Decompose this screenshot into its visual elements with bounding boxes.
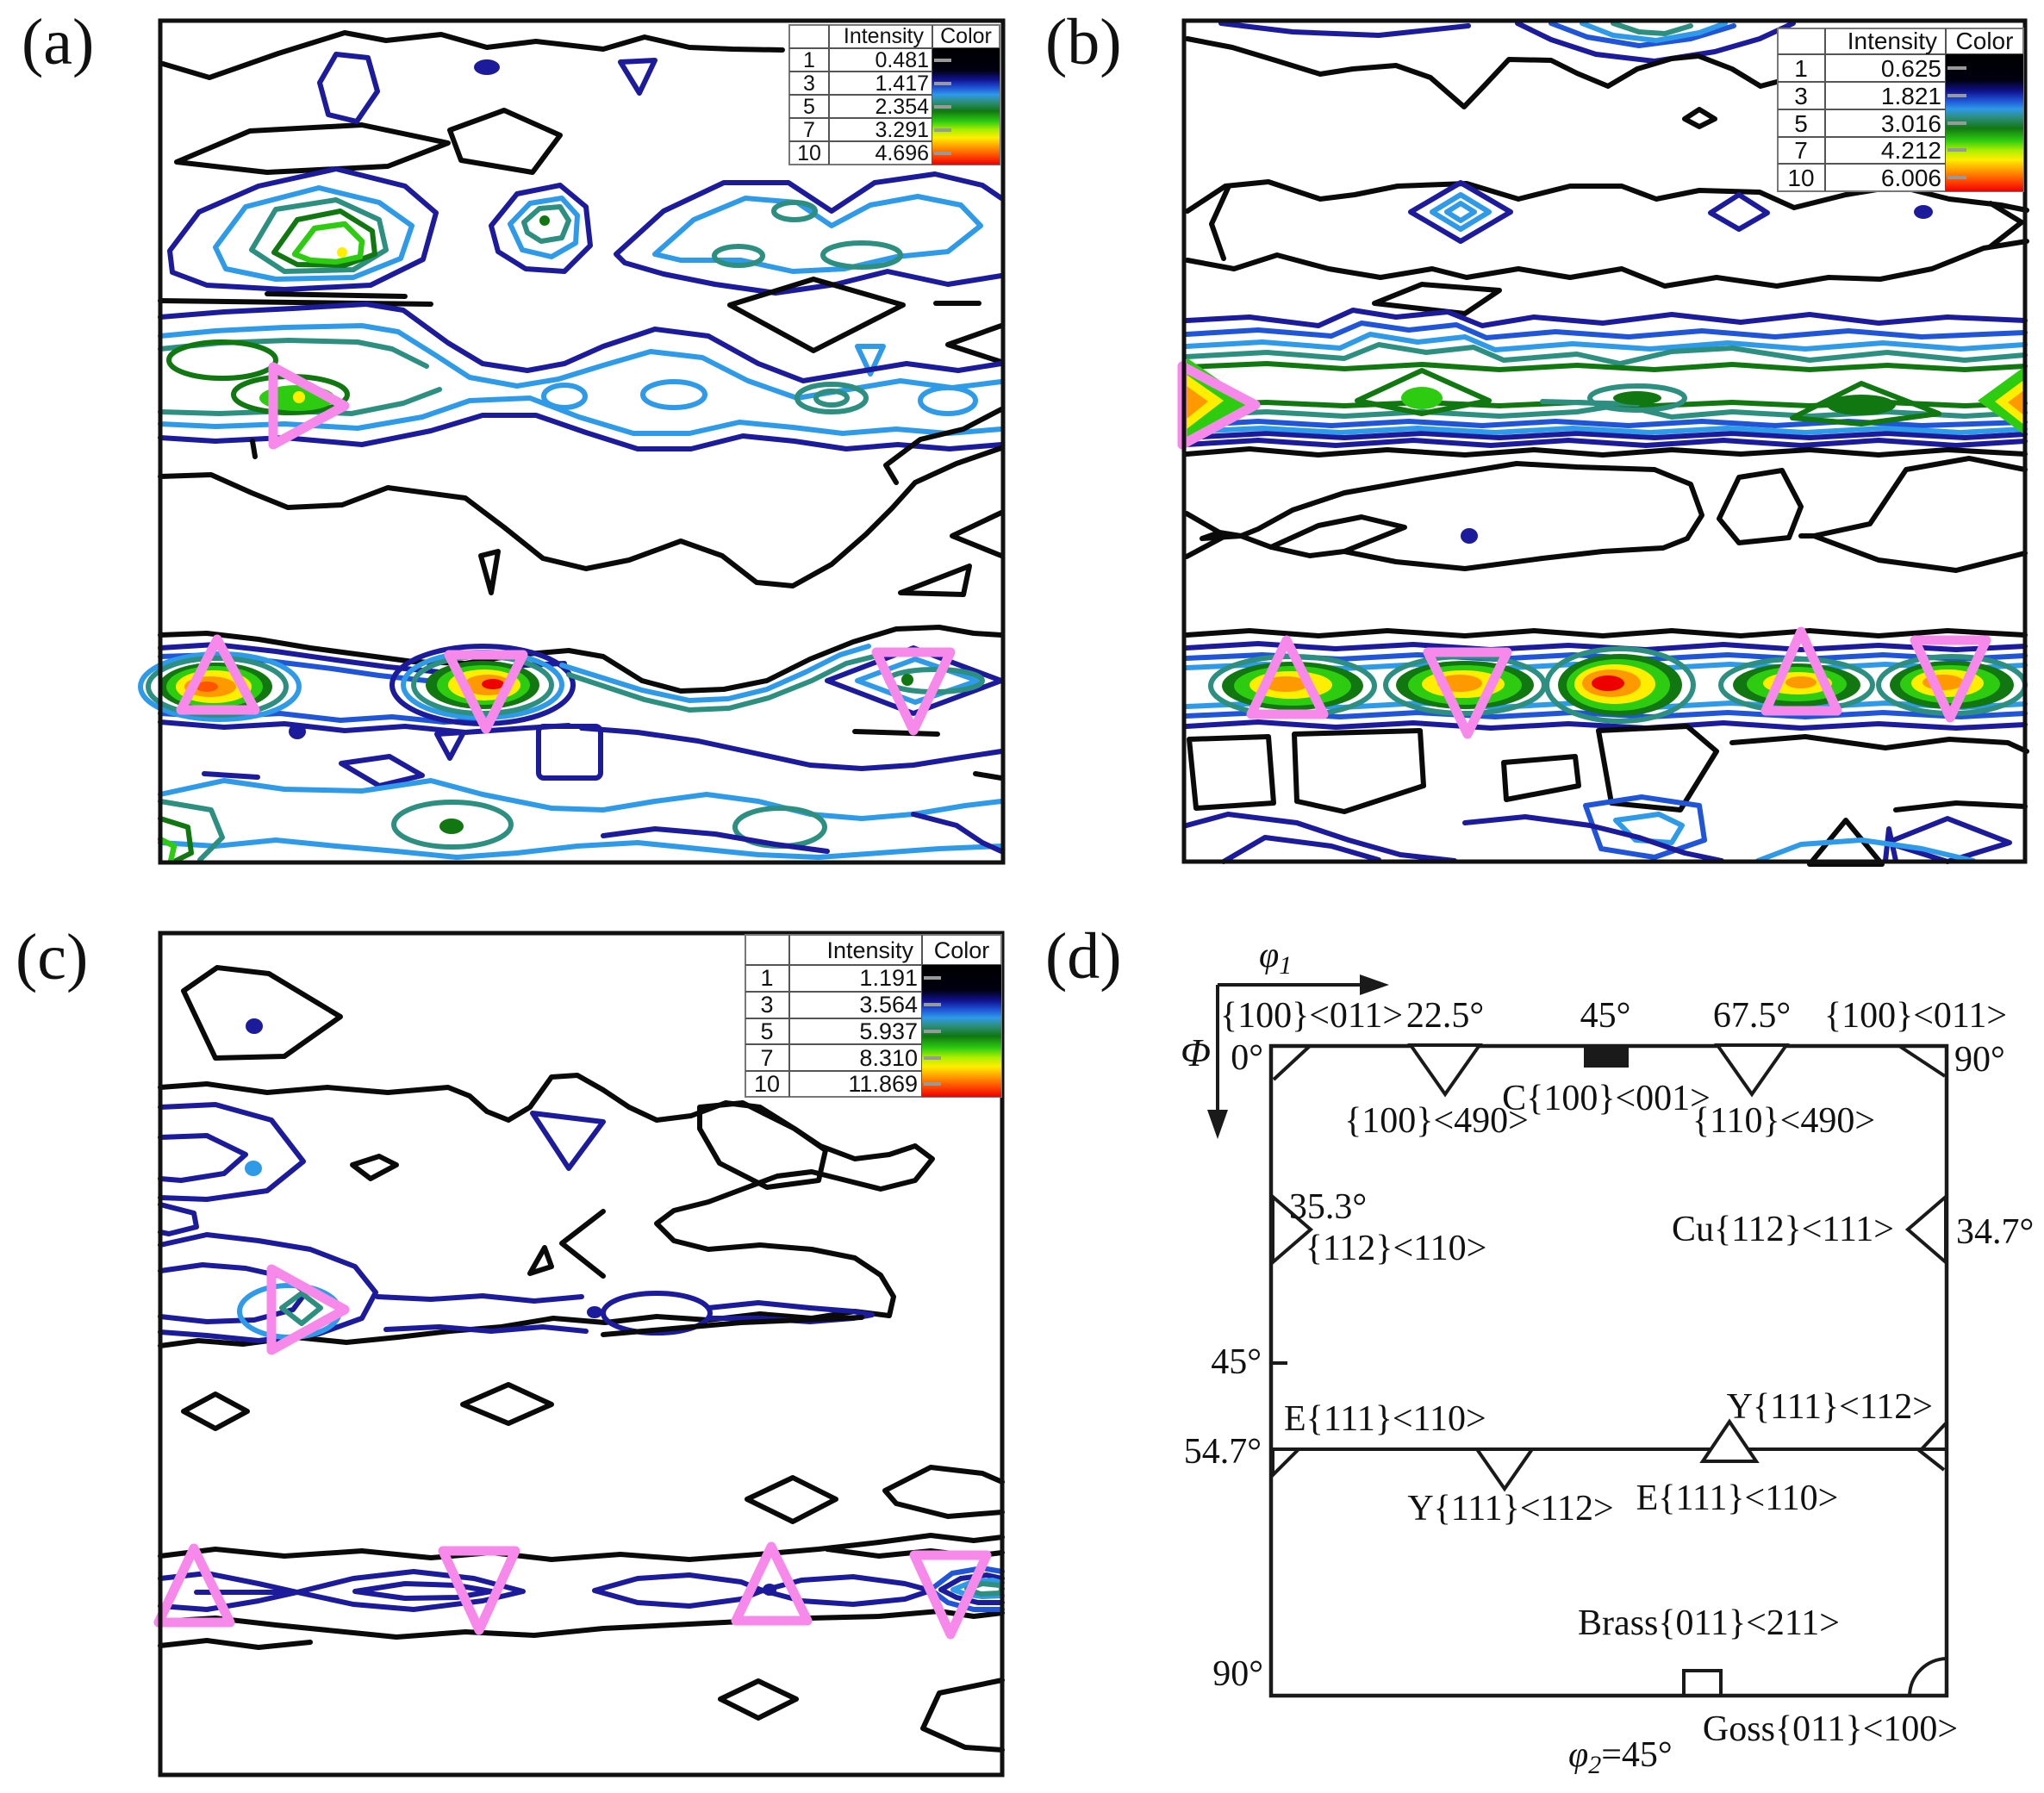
- svg-text:E{111}<110>: E{111}<110>: [1284, 1399, 1486, 1439]
- svg-text:4.212: 4.212: [1881, 137, 1941, 164]
- svg-text:22.5°: 22.5°: [1406, 996, 1484, 1036]
- svg-text:1: 1: [1794, 55, 1808, 82]
- svg-text:{100}<490>: {100}<490>: [1344, 1101, 1529, 1141]
- svg-text:2.354: 2.354: [875, 95, 929, 119]
- svg-text:1.821: 1.821: [1881, 83, 1941, 109]
- svg-text:Intensity: Intensity: [1848, 28, 1937, 54]
- svg-text:5: 5: [760, 1018, 773, 1044]
- svg-text:{100}<011>: {100}<011>: [1220, 996, 1403, 1036]
- svg-text:Color: Color: [934, 937, 990, 963]
- svg-text:5: 5: [1794, 110, 1808, 137]
- svg-text:1.191: 1.191: [859, 965, 918, 991]
- svg-text:6.006: 6.006: [1881, 165, 1941, 191]
- svg-text:7: 7: [760, 1045, 773, 1071]
- svg-text:Cu{112}<111>: Cu{112}<111>: [1672, 1210, 1894, 1249]
- svg-text:10: 10: [797, 141, 821, 165]
- svg-text:Intensity: Intensity: [844, 24, 925, 48]
- svg-text:Intensity: Intensity: [826, 937, 913, 963]
- svg-text:3: 3: [760, 992, 773, 1018]
- svg-text:(c): (c): [16, 921, 88, 993]
- svg-text:4.696: 4.696: [875, 141, 929, 165]
- svg-text:(a): (a): [22, 6, 94, 78]
- svg-text:1: 1: [803, 48, 815, 72]
- svg-text:8.310: 8.310: [859, 1045, 918, 1071]
- svg-text:90°: 90°: [1954, 1040, 2005, 1080]
- svg-text:(d): (d): [1045, 920, 1122, 993]
- svg-text:0.481: 0.481: [875, 48, 929, 72]
- svg-text:C{100}<001>: C{100}<001>: [1502, 1079, 1711, 1118]
- svg-text:5: 5: [803, 95, 815, 119]
- svg-text:1.417: 1.417: [875, 72, 929, 96]
- svg-text:7: 7: [803, 118, 815, 142]
- svg-text:0.625: 0.625: [1881, 55, 1941, 82]
- svg-text:φ2=45°: φ2=45°: [1568, 1735, 1673, 1779]
- svg-text:{100}<011>: {100}<011>: [1824, 996, 2007, 1036]
- svg-text:0°: 0°: [1231, 1038, 1263, 1078]
- svg-text:E{111}<110>: E{111}<110>: [1636, 1479, 1839, 1518]
- svg-text:Goss{011}<100>: Goss{011}<100>: [1703, 1709, 1958, 1749]
- svg-text:45°: 45°: [1211, 1342, 1262, 1382]
- svg-text:(b): (b): [1045, 6, 1122, 78]
- svg-text:3: 3: [803, 72, 815, 96]
- svg-text:10: 10: [1787, 165, 1814, 191]
- svg-text:7: 7: [1794, 137, 1808, 164]
- svg-text:35.3°: 35.3°: [1289, 1187, 1367, 1227]
- svg-text:5.937: 5.937: [859, 1018, 918, 1044]
- svg-text:3.291: 3.291: [875, 118, 929, 142]
- svg-text:67.5°: 67.5°: [1713, 996, 1791, 1036]
- svg-text:φ1: φ1: [1259, 936, 1292, 980]
- svg-text:34.7°: 34.7°: [1956, 1212, 2034, 1252]
- svg-text:{110}<490>: {110}<490>: [1692, 1101, 1875, 1141]
- svg-text:Color: Color: [1956, 28, 2014, 54]
- svg-text:3.016: 3.016: [1881, 110, 1941, 137]
- svg-text:Y{111}<112>: Y{111}<112>: [1407, 1489, 1613, 1528]
- svg-text:11.869: 11.869: [848, 1071, 918, 1097]
- svg-text:Brass{011}<211>: Brass{011}<211>: [1578, 1603, 1840, 1643]
- svg-text:3.564: 3.564: [859, 992, 918, 1018]
- svg-text:3: 3: [1794, 83, 1808, 109]
- svg-text:10: 10: [754, 1071, 780, 1097]
- svg-text:45°: 45°: [1580, 996, 1631, 1036]
- svg-text:90°: 90°: [1212, 1654, 1263, 1694]
- svg-text:Y{111}<112>: Y{111}<112>: [1727, 1387, 1933, 1427]
- svg-text:Color: Color: [940, 24, 992, 48]
- svg-text:{112}<110>: {112}<110>: [1306, 1229, 1487, 1268]
- svg-text:54.7°: 54.7°: [1184, 1432, 1262, 1472]
- svg-text:Φ: Φ: [1181, 1030, 1211, 1074]
- svg-text:1: 1: [760, 965, 773, 991]
